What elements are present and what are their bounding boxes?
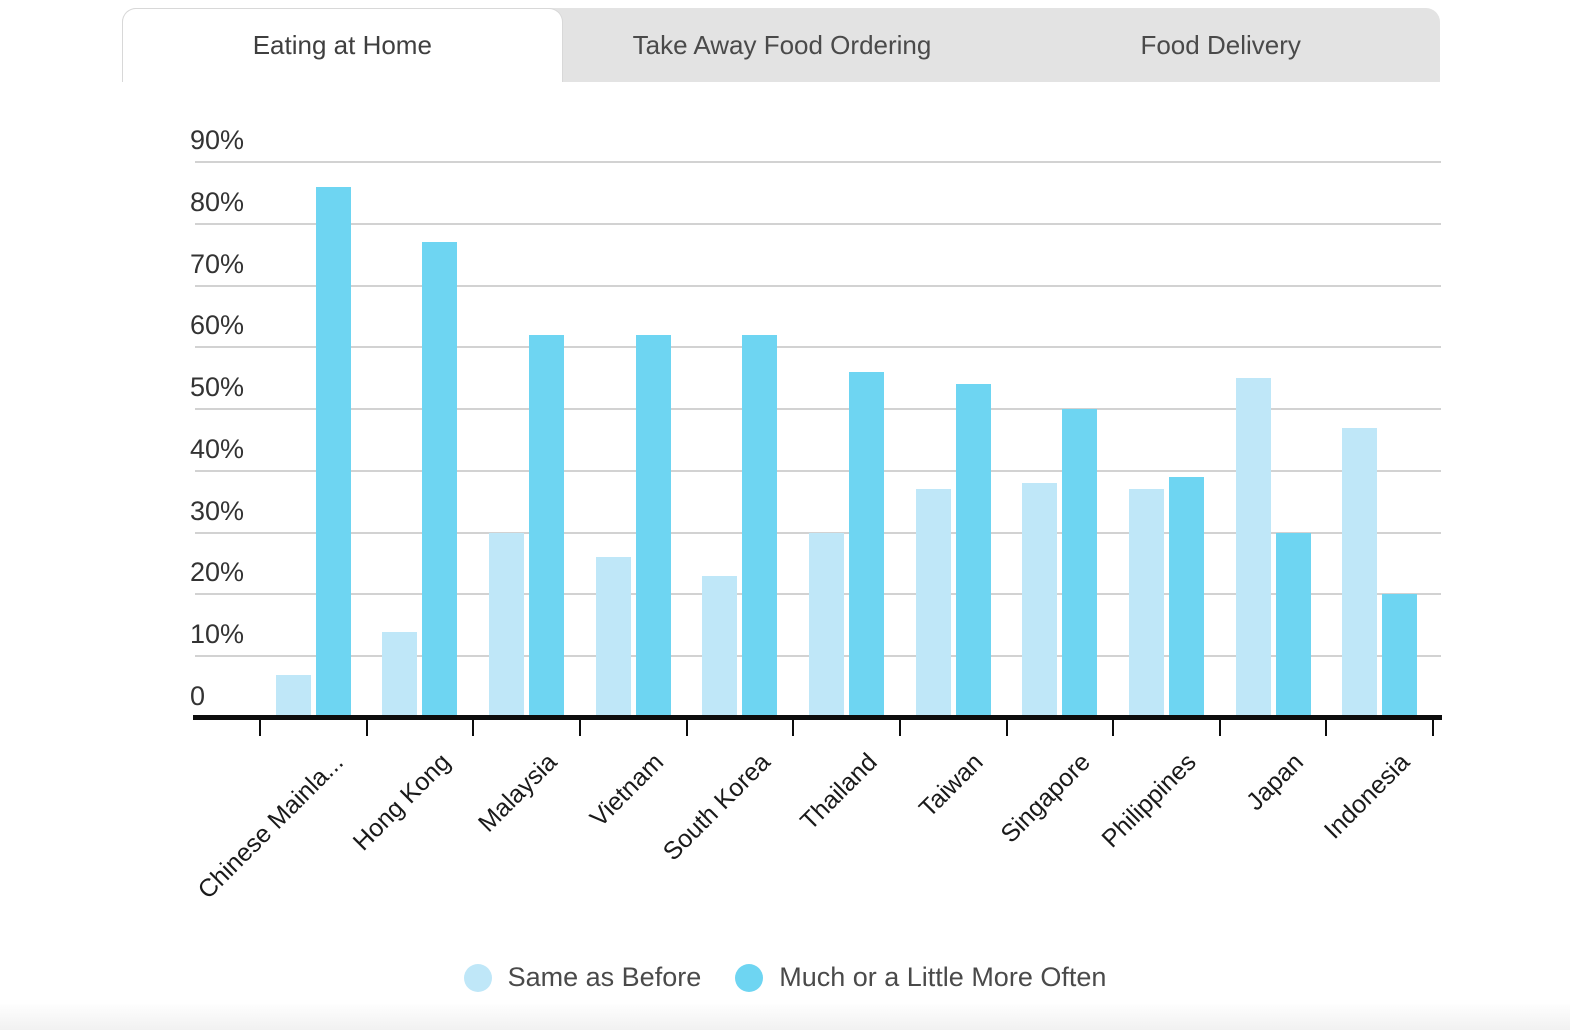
x-axis-label: Hong Kong: [347, 748, 456, 857]
y-gridline: [195, 161, 1441, 163]
bar-pair: [473, 335, 580, 718]
bar-much-or-a-little-more-often: [849, 372, 885, 718]
bar-group: [473, 162, 580, 718]
y-gridline: [195, 408, 1441, 411]
x-axis-label: Taiwan: [914, 748, 989, 823]
bar-pair: [260, 186, 367, 718]
bar-pair: [687, 335, 794, 718]
x-axis-tick: [898, 720, 901, 736]
bar-group: [260, 162, 367, 718]
y-gridline: [195, 469, 1441, 472]
bar-much-or-a-little-more-often: [1062, 409, 1098, 718]
legend-label-much-more-often: Much or a Little More Often: [779, 962, 1107, 992]
bar-same-as-before: [915, 489, 951, 718]
x-axis-tick: [365, 720, 368, 736]
bar-same-as-before: [1128, 489, 1164, 718]
y-axis-tick-label: 20%: [190, 557, 245, 588]
x-axis-label: Indonesia: [1319, 748, 1416, 845]
y-gridline: [195, 531, 1441, 534]
tab-food-delivery[interactable]: Food Delivery: [1140, 29, 1301, 60]
bar-pair: [1006, 409, 1113, 718]
bar-same-as-before: [489, 532, 525, 718]
x-axis-label: Japan: [1240, 748, 1309, 816]
tab-take-away-food-ordering[interactable]: Take Away Food Ordering: [632, 29, 932, 60]
bar-group: [1006, 162, 1113, 718]
x-axis-label: Malaysia: [472, 748, 563, 838]
x-axis-tick: [685, 720, 688, 736]
y-axis-tick-label: 40%: [190, 433, 245, 464]
y-axis-tick-label: 90%: [190, 125, 245, 155]
bar-much-or-a-little-more-often: [422, 242, 458, 718]
bar-much-or-a-little-more-often: [529, 335, 565, 718]
bar-same-as-before: [809, 532, 845, 718]
x-axis-line: [193, 715, 1442, 720]
legend-dot-same-as-before: [463, 963, 492, 992]
bar-same-as-before: [1022, 483, 1058, 718]
bar-same-as-before: [275, 674, 311, 718]
bar-group: [900, 162, 1007, 718]
bar-groups: [260, 162, 1433, 718]
bar-group: [1220, 162, 1327, 718]
y-gridline: [195, 284, 1441, 287]
bar-pair: [1113, 477, 1220, 718]
bar-pair: [367, 242, 474, 718]
bar-same-as-before: [1342, 427, 1378, 718]
bar-same-as-before: [1235, 378, 1271, 718]
x-axis-tick: [1005, 720, 1008, 736]
x-axis-label: Chinese Mainla...: [192, 748, 350, 905]
x-axis-tick: [1218, 720, 1221, 736]
legend-label-same-as-before: Same as Before: [507, 962, 702, 992]
bar-same-as-before: [382, 631, 418, 718]
bar-much-or-a-little-more-often: [315, 186, 351, 718]
bar-group: [1326, 162, 1433, 718]
bar-group: [367, 162, 474, 718]
y-axis-tick-label: 10%: [190, 619, 245, 650]
x-axis-label: Vietnam: [584, 748, 669, 833]
bar-group: [1113, 162, 1220, 718]
bar-pair: [900, 384, 1007, 718]
bar-group: [580, 162, 687, 718]
legend-item-same-as-before[interactable]: Same as Before: [463, 962, 702, 993]
x-axis-tick: [259, 720, 261, 736]
bar-much-or-a-little-more-often: [1168, 477, 1204, 718]
y-axis-tick-label: 30%: [190, 495, 245, 526]
bar-group: [687, 162, 794, 718]
bar-much-or-a-little-more-often: [742, 335, 778, 718]
bar-much-or-a-little-more-often: [955, 384, 991, 718]
bar-much-or-a-little-more-often: [635, 335, 671, 718]
legend-dot-much-more-often: [735, 963, 764, 992]
x-axis-label: Philippines: [1096, 748, 1203, 854]
bar-pair: [793, 372, 900, 718]
legend-item-much-more-often[interactable]: Much or a Little More Often: [735, 962, 1106, 993]
x-axis-label: Thailand: [794, 748, 883, 836]
footer-strip: [0, 1004, 1570, 1030]
x-axis-tick: [1112, 720, 1115, 736]
y-axis-tick-label: 60%: [190, 310, 245, 341]
bar-much-or-a-little-more-often: [1275, 532, 1311, 718]
y-gridline: [195, 346, 1441, 349]
y-axis-tick-label: 80%: [190, 186, 245, 217]
bar-pair: [1326, 427, 1433, 718]
bar-group: [793, 162, 900, 718]
y-axis-tick-label: 0: [190, 681, 206, 711]
bar-pair: [580, 335, 687, 718]
bar-same-as-before: [702, 575, 738, 718]
y-axis-tick-label: 50%: [190, 372, 245, 403]
tab-bar: Eating at Home Take Away Food Ordering F…: [122, 8, 1440, 82]
x-axis-label: Singapore: [995, 748, 1096, 849]
y-axis-tick-label: 70%: [190, 248, 245, 279]
x-axis-tick: [472, 720, 475, 736]
bar-pair: [1220, 378, 1327, 718]
x-axis-tick: [578, 720, 581, 736]
x-axis-tick: [792, 720, 795, 736]
chart-plot: 90% 80% 70% 60% 50% 40% 30% 20% 10% 0 Chinese Main…: [190, 125, 1442, 904]
x-axis-tick: [1325, 720, 1328, 736]
bar-much-or-a-little-more-often: [1382, 594, 1418, 718]
tab-eating-at-home[interactable]: Eating at Home: [122, 8, 563, 82]
y-gridline: [195, 222, 1441, 225]
x-axis-label: South Korea: [657, 748, 776, 867]
x-axis-tick: [1432, 720, 1434, 736]
chart-legend: Same as Before Much or a Little More Oft…: [0, 962, 1570, 993]
bar-same-as-before: [595, 557, 631, 718]
